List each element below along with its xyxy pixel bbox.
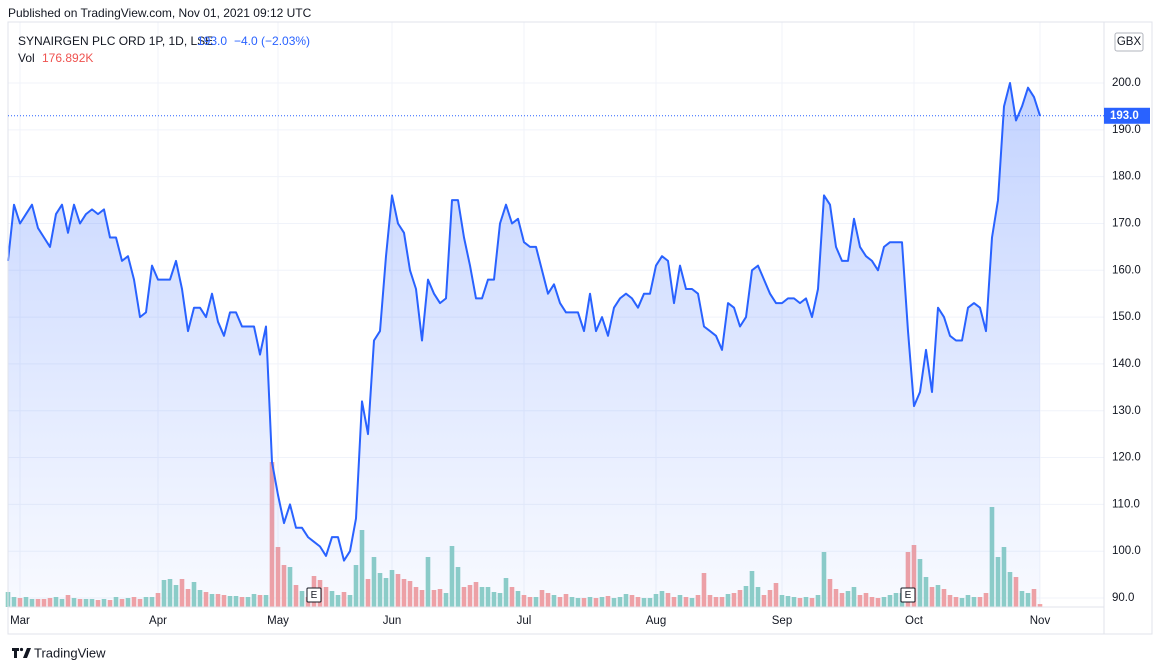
tradingview-logo: [12, 647, 31, 658]
x-tick-label: Aug: [646, 615, 666, 627]
x-tick-label: May: [267, 615, 289, 627]
legend-change: −4.0 (−2.03%): [234, 34, 310, 48]
logo-part: [19, 647, 24, 652]
y-tick-label: 180.0: [1112, 171, 1141, 183]
y-tick-label: 100.0: [1112, 545, 1141, 557]
x-tick-label: Mar: [10, 615, 30, 627]
y-tick-label: 200.0: [1112, 77, 1141, 89]
earnings-label: E: [311, 590, 318, 601]
earnings-label: E: [905, 590, 912, 601]
y-tick-label: 130.0: [1112, 405, 1141, 417]
y-tick-label: 110.0: [1112, 498, 1140, 510]
footer-brand: TradingView: [34, 645, 106, 660]
x-tick-label: Jun: [383, 615, 402, 627]
y-tick-label: 140.0: [1112, 358, 1141, 370]
currency-label: GBX: [1117, 36, 1142, 48]
legend-price: 193.0: [197, 34, 227, 48]
logo-part: [23, 648, 31, 658]
logo-part: [14, 648, 17, 658]
x-tick-label: Sep: [772, 615, 792, 627]
y-tick-label: 170.0: [1112, 217, 1141, 229]
earnings-marker: [306, 587, 322, 603]
last-price-tag: [1104, 107, 1150, 124]
x-tick-label: Nov: [1030, 615, 1051, 627]
y-tick-label: 120.0: [1112, 452, 1141, 464]
y-tick-label: 160.0: [1112, 264, 1141, 276]
published-header: Published on TradingView.com, Nov 01, 20…: [8, 6, 312, 20]
y-tick-label: 90.0: [1112, 592, 1134, 604]
last-price-label: 193.0: [1110, 110, 1139, 122]
chart-frame: [7, 21, 1153, 635]
price-line: [7, 82, 1041, 562]
currency-box[interactable]: [1114, 32, 1144, 52]
legend-vol: 176.892K: [42, 51, 93, 65]
plot: [5, 82, 1043, 607]
legend-symbol: SYNAIRGEN PLC ORD 1P, 1D, LSE: [18, 34, 213, 48]
x-tick-label: Jul: [517, 615, 532, 627]
y-tick-label: 150.0: [1112, 311, 1141, 323]
x-tick-label: Oct: [905, 615, 924, 627]
price-area: [8, 83, 1040, 607]
earnings-marker: [900, 587, 916, 603]
legend-vol-label: Vol: [18, 51, 35, 65]
x-tick-label: Apr: [149, 615, 167, 627]
y-tick-label: 190.0: [1112, 124, 1141, 136]
